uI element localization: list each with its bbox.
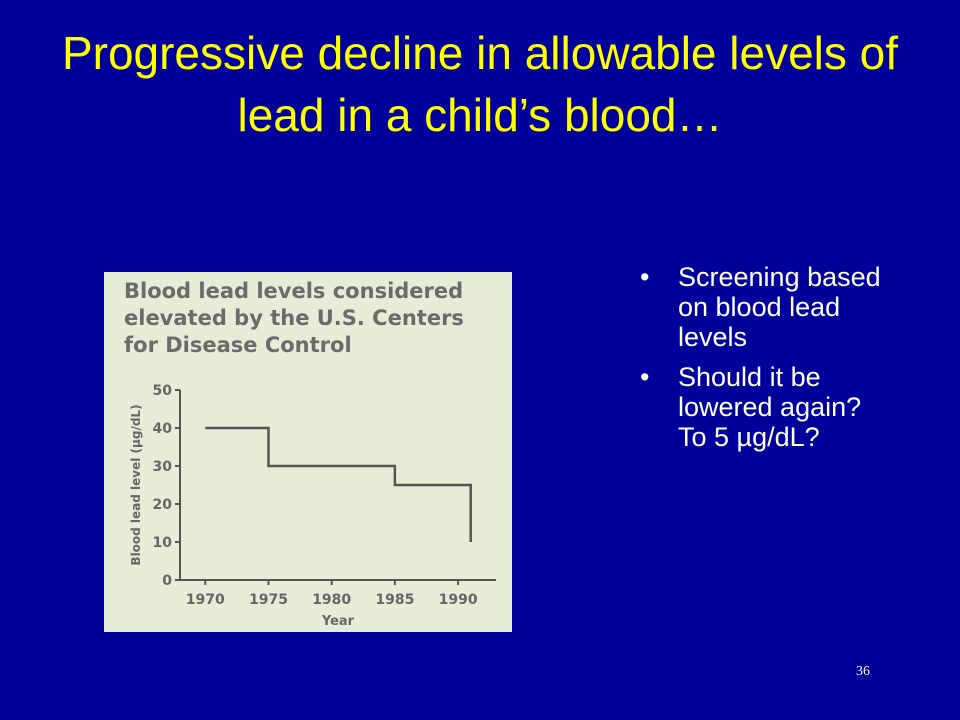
slide-title: Progressive decline in allowable levels … bbox=[61, 27, 899, 141]
slide-number: 36 bbox=[856, 664, 870, 679]
y-tick-label: 20 bbox=[153, 497, 173, 513]
x-tick-label: 1990 bbox=[439, 592, 478, 608]
bullet-text: Screening based on blood lead levels bbox=[678, 262, 881, 352]
bullet-item: • Screening based on blood lead levels bbox=[640, 262, 890, 352]
bullet-text: Should it be lowered again? To 5 µg/dL? bbox=[678, 362, 862, 452]
chart-caption: Blood lead levels considered elevated by… bbox=[124, 279, 464, 357]
y-tick-label: 10 bbox=[153, 535, 173, 551]
bullet-item: • Should it be lowered again? To 5 µg/dL… bbox=[640, 362, 890, 452]
x-axis-label: Year bbox=[321, 614, 355, 629]
y-tick-label: 50 bbox=[153, 383, 173, 399]
y-tick-label: 40 bbox=[153, 421, 173, 437]
x-tick-label: 1985 bbox=[375, 592, 414, 608]
bullet-dot-icon: • bbox=[640, 262, 650, 292]
chart-figure: Blood lead levels considered elevated by… bbox=[104, 272, 512, 632]
y-tick-label: 0 bbox=[162, 573, 172, 589]
y-tick-label: 30 bbox=[153, 459, 173, 475]
x-tick-label: 1975 bbox=[249, 592, 288, 608]
bullet-dot-icon: • bbox=[640, 362, 650, 392]
x-tick-label: 1980 bbox=[312, 592, 351, 608]
x-tick-label: 1970 bbox=[186, 592, 225, 608]
series-step-line bbox=[205, 426, 472, 542]
y-axis-label: Blood lead level (µg/dL) bbox=[129, 404, 143, 565]
step-line-chart: 0 10 20 30 40 50 1970 1975 1980 1985 1990 Year Blood… bbox=[129, 383, 496, 629]
bullet-list: • Screening based on blood lead levels •… bbox=[640, 262, 890, 462]
